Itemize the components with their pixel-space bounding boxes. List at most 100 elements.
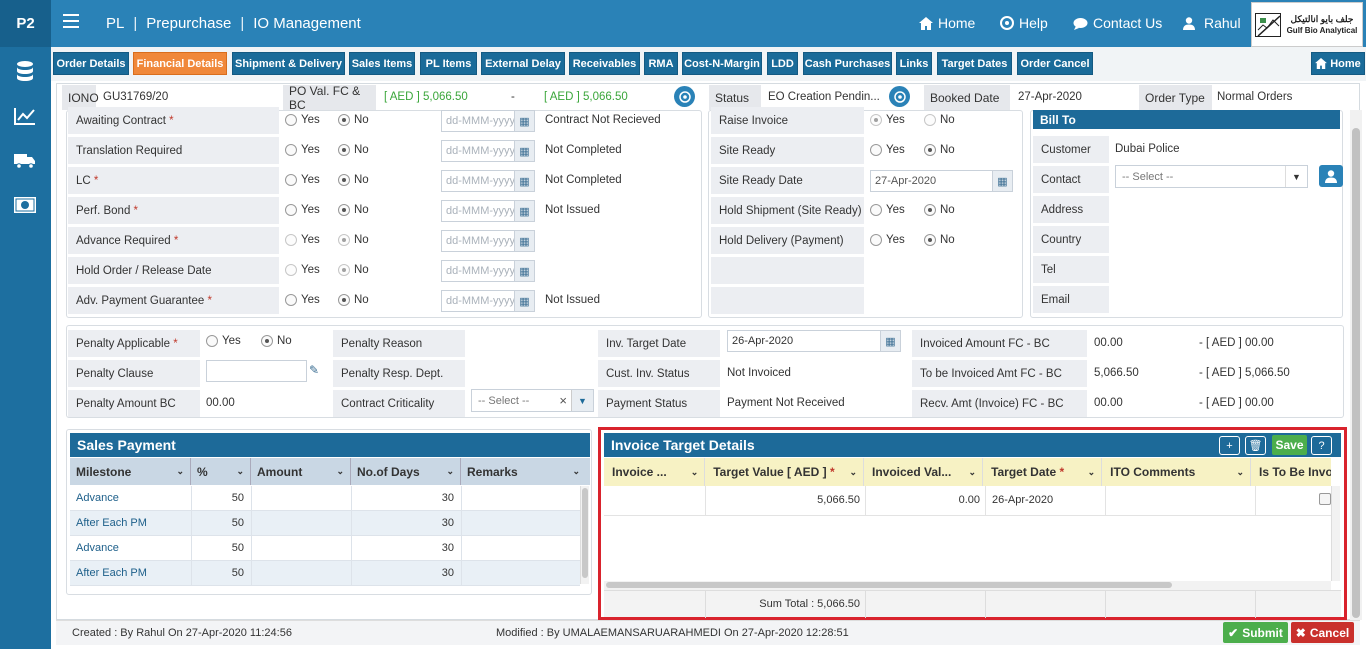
radio-checked-icon[interactable]	[338, 114, 350, 126]
date-input[interactable]: dd-MMM-yyyy ▦	[441, 110, 535, 132]
tab-receivables[interactable]: Receivables	[569, 52, 640, 75]
nav-user[interactable]: Rahul	[1183, 15, 1241, 31]
date-input[interactable]: dd-MMM-yyyy ▦	[441, 230, 535, 252]
yes-radio[interactable]: Yes	[285, 114, 320, 126]
radio-icon[interactable]	[285, 114, 297, 126]
tab-order-cancel[interactable]: Order Cancel	[1017, 52, 1093, 75]
col-milestone[interactable]: Milestone ⌄	[70, 458, 191, 485]
calendar-icon[interactable]: ▦	[514, 111, 534, 131]
yes-radio[interactable]: Yes	[870, 234, 905, 246]
radio-checked-icon[interactable]	[338, 204, 350, 216]
yes-radio[interactable]: Yes	[870, 144, 905, 156]
tab-shipment-delivery[interactable]: Shipment & Delivery	[232, 52, 345, 75]
nav-help[interactable]: Help	[1000, 15, 1048, 31]
contract-criticality-select[interactable]: -- Select -- × ▼	[471, 389, 594, 412]
radio-icon[interactable]	[870, 234, 882, 246]
radio-icon[interactable]	[870, 114, 882, 126]
calendar-icon[interactable]: ▦	[514, 261, 534, 281]
hamburger-icon[interactable]	[63, 14, 79, 28]
sales-payment-row[interactable]: After Each PM 50 30	[70, 511, 580, 536]
chevron-down-icon[interactable]: ⌄	[572, 466, 580, 476]
save-button[interactable]: Save	[1272, 435, 1307, 455]
no-radio[interactable]: No	[924, 204, 955, 216]
radio-checked-icon[interactable]	[338, 264, 350, 276]
chevron-down-icon[interactable]: ▼	[571, 390, 593, 411]
radio-checked-icon[interactable]	[338, 144, 350, 156]
no-radio[interactable]: No	[338, 174, 369, 186]
delete-icon[interactable]: 🗑	[1245, 436, 1266, 455]
yes-radio[interactable]: Yes	[870, 114, 905, 126]
radio-icon[interactable]	[285, 294, 297, 306]
sales-payment-row[interactable]: Advance 50 30	[70, 486, 580, 511]
breadcrumb-io-management[interactable]: IO Management	[253, 15, 361, 32]
no-radio[interactable]: No	[924, 234, 955, 246]
date-input[interactable]: dd-MMM-yyyy ▦	[441, 290, 535, 312]
poval-info-icon[interactable]	[674, 86, 695, 107]
chevron-down-icon[interactable]: ⌄	[336, 466, 344, 476]
radio-checked-icon[interactable]	[924, 204, 936, 216]
penalty-clause-input[interactable]	[206, 360, 307, 382]
calendar-icon[interactable]: ▦	[992, 171, 1012, 191]
col-target-date[interactable]: Target Date * ⌄	[983, 458, 1103, 486]
inv-target-date-input[interactable]: 26-Apr-2020 ▦	[727, 330, 901, 352]
nav-contact[interactable]: Contact Us	[1073, 15, 1162, 31]
truck-icon[interactable]	[13, 150, 37, 172]
tab-order-details[interactable]: Order Details	[53, 52, 129, 75]
col-invoice[interactable]: Invoice ... ⌄	[604, 458, 706, 486]
radio-checked-icon[interactable]	[261, 335, 273, 347]
invoice-vertical-scrollbar[interactable]	[1331, 486, 1340, 581]
breadcrumb-prepurchase[interactable]: Prepurchase	[146, 15, 232, 32]
no-radio[interactable]: No	[338, 204, 369, 216]
chevron-down-icon[interactable]: ▼	[1285, 166, 1307, 187]
tab-ldd[interactable]: LDD	[767, 52, 798, 75]
target-date-cell[interactable]: 26-Apr-2020	[992, 494, 1054, 506]
invoice-horizontal-scrollbar[interactable]	[604, 581, 1331, 590]
chevron-down-icon[interactable]: ⌄	[446, 466, 454, 476]
radio-checked-icon[interactable]	[924, 114, 936, 126]
no-radio[interactable]: No	[338, 144, 369, 156]
tab-pl-items[interactable]: PL Items	[420, 52, 477, 75]
tab-cost-n-margin[interactable]: Cost-N-Margin	[682, 52, 762, 75]
sales-payment-row[interactable]: Advance 50 30	[70, 536, 580, 561]
col-amount[interactable]: Amount ⌄	[251, 458, 351, 485]
radio-checked-icon[interactable]	[924, 234, 936, 246]
date-input[interactable]: dd-MMM-yyyy ▦	[441, 170, 535, 192]
add-contact-user-icon[interactable]	[1319, 165, 1343, 187]
tab-financial-details[interactable]: Financial Details	[133, 52, 227, 75]
radio-icon[interactable]	[870, 204, 882, 216]
calendar-icon[interactable]: ▦	[514, 141, 534, 161]
money-icon[interactable]	[13, 194, 37, 216]
col-invoiced-value[interactable]: Invoiced Val... ⌄	[864, 458, 984, 486]
chevron-down-icon[interactable]: ⌄	[849, 466, 857, 477]
radio-checked-icon[interactable]	[338, 234, 350, 246]
yes-radio[interactable]: Yes	[285, 264, 320, 276]
radio-checked-icon[interactable]	[924, 144, 936, 156]
is-to-be-invoiced-checkbox[interactable]	[1319, 493, 1331, 505]
no-radio[interactable]: No	[338, 294, 369, 306]
radio-icon[interactable]	[285, 204, 297, 216]
no-radio[interactable]: No	[338, 234, 369, 246]
page-scrollbar[interactable]	[1350, 110, 1362, 620]
calendar-icon[interactable]: ▦	[514, 291, 534, 311]
calendar-icon[interactable]: ▦	[514, 171, 534, 191]
target-value-cell[interactable]: 5,066.50	[817, 494, 860, 506]
pencil-icon[interactable]: ✎	[309, 363, 320, 377]
sales-payment-row[interactable]: After Each PM 50 30	[70, 561, 580, 586]
radio-icon[interactable]	[285, 234, 297, 246]
penalty-yes-radio[interactable]: Yes	[206, 335, 241, 347]
radio-icon[interactable]	[206, 335, 218, 347]
database-icon[interactable]	[13, 60, 37, 82]
clear-icon[interactable]: ×	[559, 393, 567, 408]
tab-links[interactable]: Links	[896, 52, 932, 75]
radio-icon[interactable]	[285, 174, 297, 186]
yes-radio[interactable]: Yes	[870, 204, 905, 216]
radio-icon[interactable]	[285, 264, 297, 276]
submit-button[interactable]: ✔ Submit	[1223, 622, 1288, 643]
radio-icon[interactable]	[870, 144, 882, 156]
add-row-icon[interactable]: +	[1219, 436, 1240, 455]
date-input[interactable]: dd-MMM-yyyy ▦	[441, 140, 535, 162]
sales-payment-scrollbar[interactable]	[580, 486, 589, 584]
yes-radio[interactable]: Yes	[285, 174, 320, 186]
tab-rma[interactable]: RMA	[644, 52, 678, 75]
chevron-down-icon[interactable]: ⌄	[176, 466, 184, 476]
